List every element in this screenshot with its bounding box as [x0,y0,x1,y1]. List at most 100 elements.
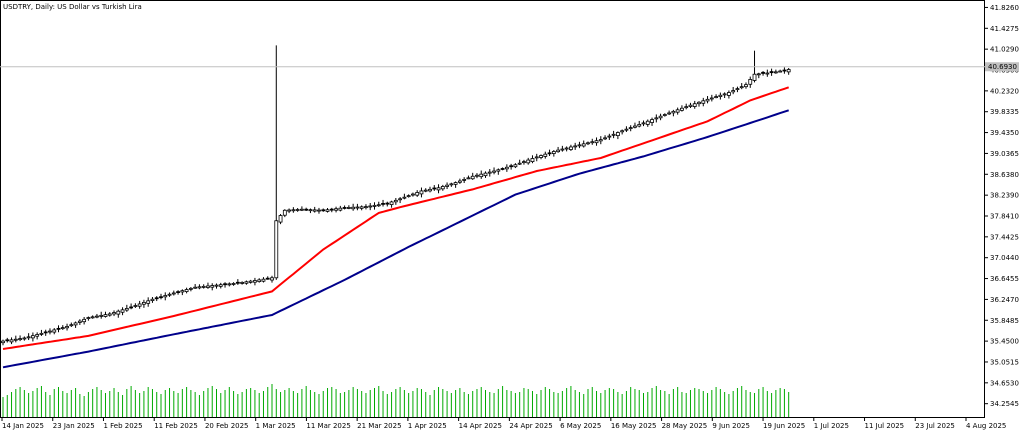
candle [210,283,215,291]
candle [103,311,108,318]
candle [99,311,104,319]
candle [778,69,783,73]
candle [393,198,398,205]
candle [22,336,27,341]
candle [90,315,95,319]
candle [449,182,454,187]
candle [129,303,134,310]
candle [615,131,620,140]
candle [43,329,48,336]
candle [782,67,787,74]
candle [52,328,57,335]
candle [167,292,172,297]
candle [680,105,684,112]
candle [278,214,283,225]
candle [547,149,552,157]
candle [244,280,249,285]
candle [513,163,518,169]
candle [274,45,279,280]
candle [65,323,69,331]
candle [560,145,565,152]
candle [590,138,595,145]
candle [381,199,385,207]
candle [299,206,304,212]
y-tick-label: 41.0290 [990,46,1019,54]
candle [526,157,531,165]
y-tick-label: 35.4500 [990,338,1019,346]
x-tick-label: 1 Apr 2025 [408,422,447,430]
candle [227,282,232,287]
candle [620,129,625,135]
candle [133,303,138,308]
candle [112,310,116,317]
x-tick-label: 23 Jan 2025 [53,422,95,430]
plot-frame [0,0,985,418]
candle [231,282,236,286]
candle [154,296,159,302]
candle [291,207,296,213]
candle [1,339,5,346]
candle [633,122,637,129]
candle [769,68,774,76]
candle [402,193,407,200]
candle [163,292,168,301]
x-tick-label: 1 Feb 2025 [103,422,142,430]
candle [573,142,578,150]
candle [214,283,219,289]
candle [611,130,616,139]
candle [308,208,313,214]
x-tick-label: 11 Mar 2025 [306,422,350,430]
candle [440,184,445,191]
candle [457,178,462,184]
candle [60,325,65,330]
y-tick-label: 39.4350 [990,129,1019,137]
moving-averages [2,86,790,369]
candle [218,282,223,289]
current-price-line: 40.6930 [0,62,1019,71]
candle [368,203,373,211]
candle [423,188,428,193]
candle [317,207,321,214]
x-tick-label: 4 Aug 2025 [966,422,1006,430]
candle [504,164,509,172]
candle [359,205,364,211]
candle [714,94,718,99]
candle [517,159,522,165]
candle [223,282,227,288]
current-price-label: 40.6930 [988,63,1017,71]
x-tick-label: 14 Apr 2025 [459,422,502,430]
candle [735,86,740,93]
y-tick-label: 41.8260 [990,4,1019,12]
candle [692,100,697,109]
candle [556,146,560,153]
candle [709,94,714,102]
candle [56,325,61,333]
y-tick-label: 37.4425 [990,233,1019,241]
x-tick-label: 28 May 2025 [662,422,708,430]
candle [628,125,633,132]
x-tick-label: 24 Apr 2025 [509,422,552,430]
x-tick-label: 14 Jan 2025 [2,422,44,430]
candle [462,177,467,184]
candle [509,163,514,170]
candle [206,282,210,289]
candle [671,109,676,117]
candle [551,150,556,157]
candle [265,276,270,280]
candle [77,319,82,325]
candle [603,135,607,141]
candle [48,328,52,335]
candle [564,146,569,152]
candle [539,154,543,160]
candle [675,107,680,115]
candle [744,82,748,89]
candle [722,92,727,99]
candle [338,205,343,212]
candle [479,170,484,179]
candle [637,120,642,128]
candle [534,153,539,162]
candle [419,187,424,198]
candle [522,159,526,165]
